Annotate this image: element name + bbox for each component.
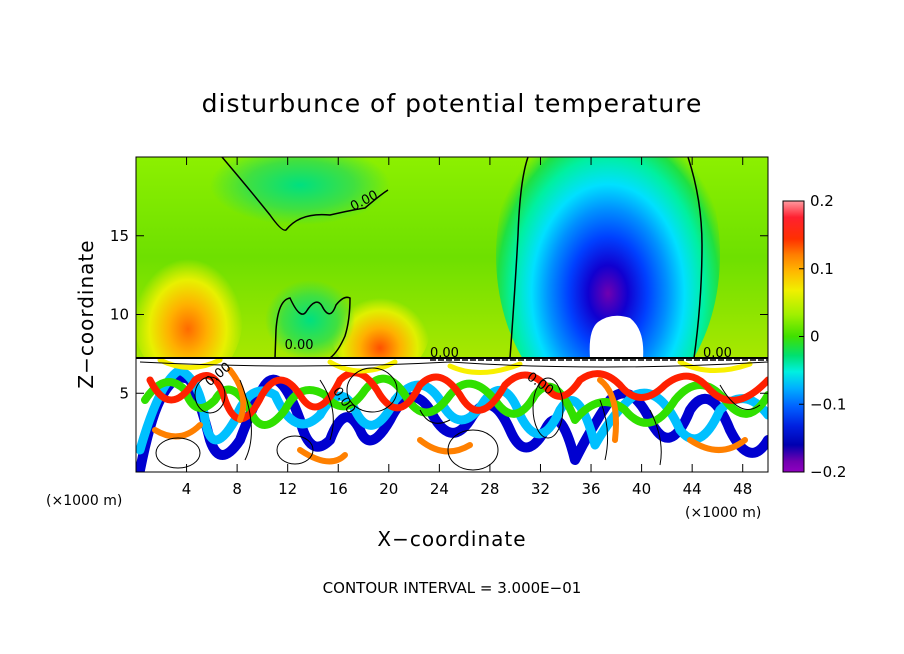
contour-upper-left (221, 157, 389, 231)
cold-plume (496, 157, 720, 415)
y-tick-label: 15 (110, 227, 129, 245)
x-axis-unit-right: (×1000 m) (685, 505, 761, 521)
cool-region-center (265, 280, 355, 360)
x-tick-label: 20 (379, 480, 398, 498)
y-axis-title: Z−coordinate (74, 239, 98, 388)
lower-turbulent-field (136, 358, 768, 472)
x-tick-label: 4 (182, 480, 192, 498)
x-tick-label: 12 (278, 480, 297, 498)
x-tick-label: 44 (683, 480, 702, 498)
x-tick-label: 24 (430, 480, 449, 498)
plume-core (589, 315, 644, 358)
y-tick-label: 5 (119, 384, 129, 402)
x-tick-label: 8 (232, 480, 242, 498)
x-tick-label: 32 (531, 480, 550, 498)
x-tick-label: 16 (329, 480, 348, 498)
plot-area (136, 157, 768, 472)
contour-label: 0.00 (285, 338, 314, 353)
warm-region-left (136, 245, 243, 385)
colorbar-tick-label: 0 (810, 328, 820, 346)
x-tick-label: 36 (581, 480, 600, 498)
contour-interval-note: CONTOUR INTERVAL = 3.000E−01 (323, 579, 582, 597)
x-tick-label: 40 (632, 480, 651, 498)
y-axis: 5 10 15 (110, 227, 768, 402)
x-axis-title: X−coordinate (377, 527, 526, 551)
y-tick-label: 10 (110, 306, 129, 324)
colorbar: 0.2 0.1 0 −0.1 −0.2 (782, 192, 846, 481)
x-tick-label: 48 (733, 480, 752, 498)
contour-upper-center (274, 296, 351, 359)
contour-label: 0.00 (703, 346, 732, 361)
contour-plume (509, 157, 703, 359)
contour-label: 0.00 (430, 346, 459, 361)
x-tick-label: 28 (480, 480, 499, 498)
colorbar-tick-label: −0.2 (810, 463, 846, 481)
colorbar-tick-label: 0.1 (810, 260, 834, 278)
colorbar-tick-label: 0.2 (810, 192, 834, 210)
x-axis-unit-left: (×1000 m) (46, 493, 122, 509)
x-axis: 4 8 12 16 20 24 28 32 36 40 44 48 (182, 157, 752, 498)
cool-region-top (210, 157, 390, 225)
colorbar-tick-label: −0.1 (810, 395, 846, 413)
warm-region-center (330, 278, 430, 378)
chart-title: disturbunce of potential temperature (202, 89, 703, 118)
